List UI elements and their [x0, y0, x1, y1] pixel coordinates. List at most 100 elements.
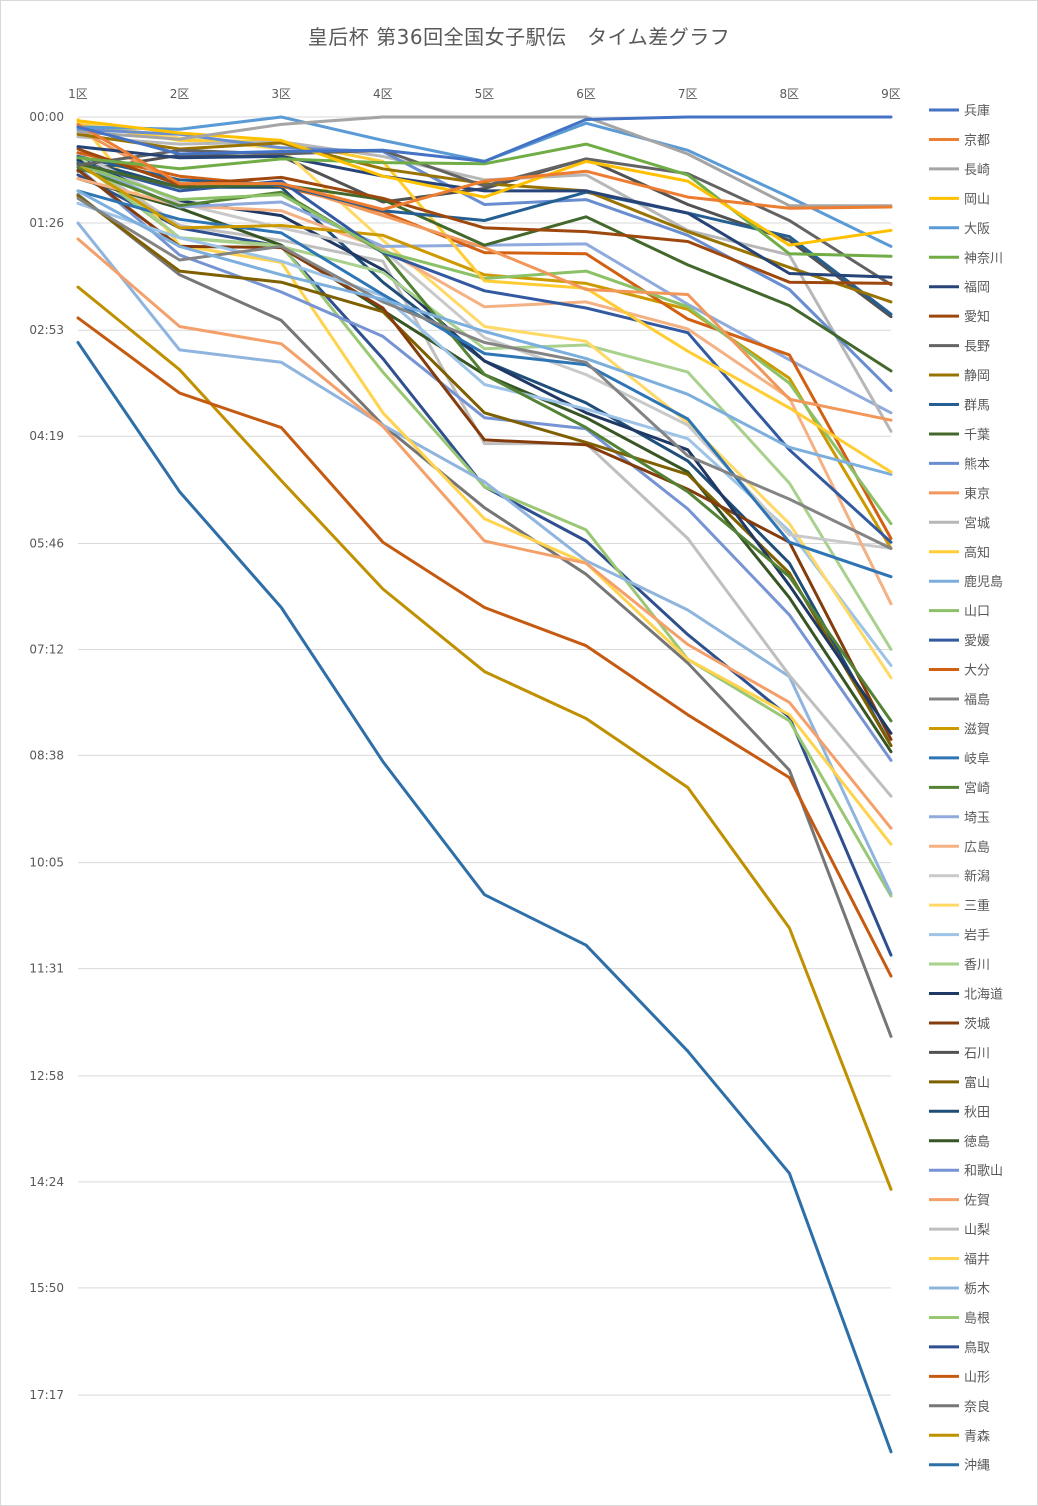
y-tick-label: 14:24 — [29, 1175, 64, 1189]
legend-label: 香川 — [964, 958, 990, 973]
series-line — [76, 157, 893, 798]
legend-label: 栃木 — [964, 1282, 990, 1297]
legend-label: 東京 — [964, 486, 990, 502]
x-tick-label: 3区 — [271, 87, 291, 101]
series-line — [76, 118, 893, 846]
legend-label: 滋賀 — [964, 722, 990, 737]
series-line — [76, 237, 893, 830]
x-tick-label: 8区 — [780, 87, 800, 101]
legend-label: 徳島 — [964, 1135, 990, 1150]
series-line — [76, 115, 893, 208]
y-tick-label: 12:58 — [29, 1069, 64, 1083]
legend-label: 茨城 — [964, 1017, 990, 1032]
series-line — [76, 159, 893, 898]
y-tick-label: 07:12 — [29, 642, 64, 656]
legend-label: 兵庫 — [964, 104, 990, 119]
series-line — [76, 193, 893, 1038]
series-line — [76, 127, 893, 393]
series-line — [76, 189, 893, 579]
legend-label: 佐賀 — [964, 1194, 990, 1209]
y-tick-label: 10:05 — [29, 856, 64, 870]
series-line — [76, 341, 893, 1454]
series-line — [76, 162, 893, 373]
legend-label: 山口 — [964, 605, 990, 620]
series-line — [76, 189, 893, 476]
series-line — [76, 177, 893, 754]
y-tick-label: 05:46 — [29, 536, 64, 550]
legend-label: 埼玉 — [964, 811, 990, 826]
y-tick-label: 00:00 — [29, 110, 64, 124]
legend-label: 岡山 — [964, 192, 990, 207]
legend-label: 京都 — [964, 133, 990, 148]
series-line — [76, 151, 893, 540]
legend-label: 愛媛 — [964, 634, 990, 649]
x-tick-label: 5区 — [475, 87, 495, 101]
series-line — [76, 168, 893, 741]
legend-label: 神奈川 — [964, 251, 1003, 266]
x-tick-label: 6区 — [576, 87, 596, 101]
series-line — [76, 316, 893, 978]
x-tick-label: 9区 — [881, 87, 901, 101]
y-tick-label: 15:50 — [29, 1281, 64, 1295]
legend-label: 福島 — [964, 693, 990, 708]
series-line — [76, 285, 893, 1191]
legend-label: 新潟 — [964, 869, 990, 885]
series-line — [76, 162, 893, 550]
y-tick-label: 11:31 — [29, 962, 64, 976]
legend-label: 長崎 — [964, 163, 990, 178]
y-tick-label: 17:17 — [29, 1388, 64, 1402]
legend-label: 群馬 — [964, 399, 990, 414]
legend-label: 広島 — [964, 840, 990, 855]
legend-label: 千葉 — [964, 428, 990, 443]
legend-label: 和歌山 — [964, 1164, 1003, 1179]
legend-label: 山形 — [964, 1370, 990, 1385]
legend-label: 岩手 — [964, 929, 990, 944]
legend-label: 鹿児島 — [964, 574, 1003, 590]
legend-label: 宮崎 — [964, 780, 990, 796]
series-line — [76, 122, 893, 474]
legend-label: 石川 — [964, 1046, 990, 1061]
series-line — [76, 152, 893, 550]
legend-label: 山梨 — [964, 1223, 990, 1238]
x-tick-label: 4区 — [373, 87, 393, 101]
x-tick-label: 1区 — [68, 87, 88, 101]
series-line — [76, 162, 893, 526]
series-line — [76, 166, 893, 762]
legend-label: 熊本 — [964, 456, 990, 472]
legend-label: 福岡 — [964, 281, 990, 296]
legend-label: 静岡 — [964, 369, 990, 384]
series-line — [76, 153, 893, 651]
series-line — [76, 148, 893, 287]
legend-label: 北海道 — [964, 988, 1003, 1003]
y-tick-label: 04:19 — [29, 429, 64, 443]
series-line — [76, 177, 893, 606]
x-tick-label: 7区 — [678, 87, 698, 101]
x-tick-label: 2区 — [170, 87, 190, 101]
series-line — [76, 166, 893, 723]
y-tick-label: 01:26 — [29, 216, 64, 230]
series-line — [76, 142, 893, 258]
legend-label: 宮城 — [964, 515, 990, 531]
series-line — [76, 221, 893, 895]
legend-label: 大阪 — [964, 222, 990, 237]
legend-label: 青森 — [964, 1429, 990, 1444]
series-line — [76, 115, 893, 163]
y-tick-label: 08:38 — [29, 748, 64, 762]
chart-title: 皇后杯 第36回全国女子駅伝 タイム差グラフ — [307, 25, 731, 49]
series-line — [76, 132, 893, 304]
legend-label: 高知 — [964, 545, 990, 561]
legend-label: 鳥取 — [964, 1341, 990, 1356]
legend-label: 秋田 — [964, 1105, 990, 1120]
y-tick-label: 02:53 — [29, 323, 64, 337]
legend-label: 長野 — [964, 340, 990, 355]
legend-label: 岐阜 — [964, 751, 990, 767]
legend-label: 愛知 — [964, 309, 990, 325]
legend-label: 富山 — [964, 1075, 990, 1091]
legend-label: 島根 — [964, 1311, 990, 1326]
legend-label: 大分 — [964, 664, 990, 679]
series-line — [76, 145, 893, 279]
legend-label: 三重 — [964, 898, 990, 914]
legend-label: 奈良 — [964, 1399, 990, 1415]
